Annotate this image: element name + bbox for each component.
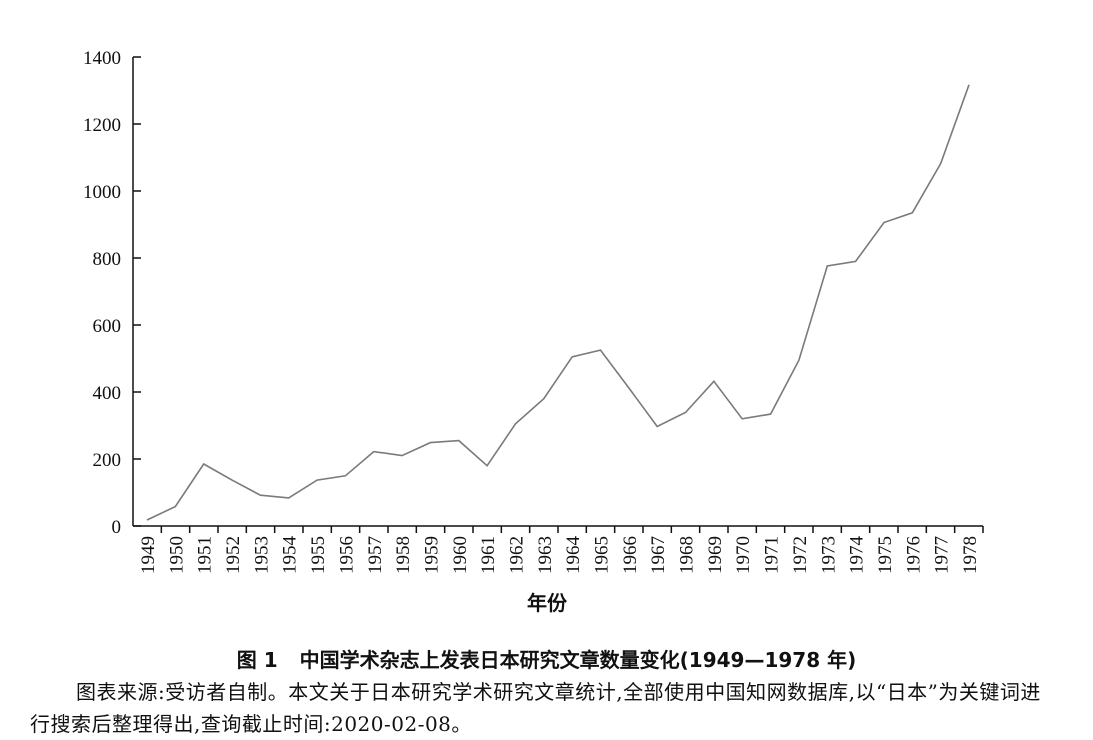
x-tick-label: 1959 [421, 536, 442, 574]
x-tick-label: 1964 [563, 536, 584, 575]
x-tick-label: 1960 [450, 536, 471, 574]
x-axis-title: 年份 [527, 591, 568, 615]
x-tick-label: 1955 [308, 536, 329, 574]
source-note: 图表来源:受访者自制。本文关于日本研究学术研究文章统计,全部使用中国知网数据库,… [30, 676, 1060, 740]
x-tick-label: 1952 [223, 536, 244, 574]
x-tick-label: 1962 [506, 536, 527, 574]
data-series [147, 85, 969, 520]
x-tick-label: 1966 [620, 536, 641, 574]
y-tick-label: 600 [93, 316, 122, 337]
x-tick-label: 1950 [166, 536, 187, 574]
x-tick-label: 1975 [875, 536, 896, 574]
series-line [147, 85, 969, 520]
x-tick-label: 1972 [790, 536, 811, 574]
x-tick-label: 1974 [847, 536, 868, 575]
y-axis: 0 200 400 600 800 1000 1200 1400 [83, 48, 141, 538]
figure-caption: 图 1 中国学术杂志上发表日本研究文章数量变化(1949—1978 年) [0, 644, 1093, 673]
y-tick-label: 800 [93, 249, 122, 270]
x-tick-label: 1954 [280, 536, 301, 575]
y-tick-label: 1400 [83, 48, 121, 69]
x-tick-label: 1978 [960, 536, 981, 574]
x-tick-label: 1951 [195, 536, 216, 574]
y-tick-label: 400 [93, 383, 122, 404]
x-tick-label: 1963 [535, 536, 556, 574]
x-tick-label: 1971 [762, 536, 783, 574]
x-axis: 1949 1950 1951 1952 1953 1954 1955 1956 1957 1958… [133, 526, 983, 574]
y-tick-label: 0 [112, 517, 122, 538]
x-tick-label: 1967 [648, 536, 669, 574]
y-tick-label: 1000 [83, 182, 121, 203]
x-tick-label: 1956 [336, 536, 357, 574]
x-tick-label: 1977 [932, 536, 953, 574]
x-tick-label: 1976 [903, 536, 924, 574]
x-tick-label: 1968 [677, 536, 698, 574]
x-tick-label: 1949 [138, 536, 159, 574]
x-tick-label: 1973 [818, 536, 839, 574]
y-tick-label: 1200 [83, 115, 121, 136]
x-tick-label: 1957 [365, 536, 386, 574]
x-tick-label: 1970 [733, 536, 754, 574]
x-tick-label: 1965 [592, 536, 613, 574]
x-tick-label: 1961 [478, 536, 499, 574]
x-tick-label: 1969 [705, 536, 726, 574]
figure-title: 中国学术杂志上发表日本研究文章数量变化(1949—1978 年) [300, 648, 857, 672]
x-tick-label: 1958 [393, 536, 414, 574]
figure-number: 图 1 [237, 648, 278, 672]
x-tick-label: 1953 [251, 536, 272, 574]
y-tick-label: 200 [93, 450, 122, 471]
